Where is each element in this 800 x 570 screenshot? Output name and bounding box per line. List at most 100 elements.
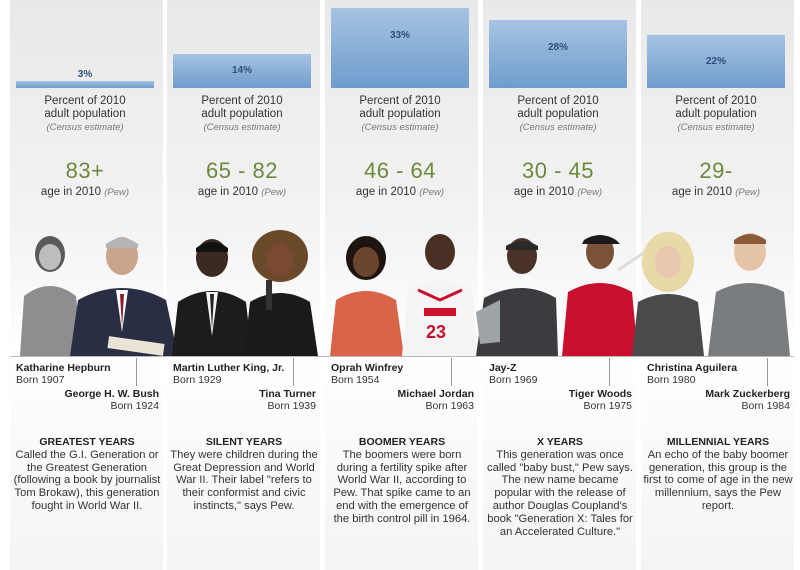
- generation-column-0: 3% Percent of 2010 adult population (Census…: [10, 0, 163, 570]
- age-note-text: age in 2010: [671, 186, 733, 198]
- age-caption: age in 2010 (Pew): [641, 186, 791, 198]
- generation-description: GREATEST YEARS Called the G.I. Generation…: [12, 436, 162, 513]
- person-a-born: Born 1907: [16, 374, 65, 386]
- percent-caption: Percent of 2010 adult population (Census e…: [483, 95, 633, 134]
- portrait-winfrey: [326, 234, 408, 356]
- percent-caption: Percent of 2010 adult population (Census e…: [10, 95, 160, 134]
- age-caption: age in 2010 (Pew): [10, 186, 160, 198]
- pew-note: (Pew): [104, 187, 130, 198]
- bar-value-label: 22%: [705, 55, 726, 67]
- bar-value-label: 3%: [77, 69, 93, 80]
- generation-column-1: 14% Percent of 2010 adult population (Censu…: [167, 0, 320, 570]
- percent-caption: Percent of 2010 adult population (Census e…: [167, 95, 317, 134]
- census-note: (Census estimate): [203, 122, 281, 133]
- bar-value-label: 28%: [547, 42, 568, 53]
- percent-line-2: adult population: [675, 108, 757, 120]
- percent-caption: Percent of 2010 adult population (Census e…: [641, 95, 791, 134]
- portrait-turner: [236, 228, 322, 356]
- name-block: Jay-Z Born 1969 Tiger Woods Born 1975: [483, 356, 638, 416]
- percent-line-2: adult population: [359, 108, 441, 120]
- age-caption: age in 2010 (Pew): [325, 186, 475, 198]
- census-note: (Census estimate): [519, 122, 597, 133]
- census-note: (Census estimate): [677, 122, 755, 133]
- name-block: Katharine Hepburn Born 1907 George H. W. B…: [10, 356, 165, 416]
- age-note-text: age in 2010: [40, 186, 102, 198]
- generation-title: MILLENNIAL YEARS: [666, 436, 770, 448]
- population-bar: [331, 8, 469, 88]
- population-bar: [647, 35, 785, 88]
- population-bar: [489, 20, 627, 88]
- age-note-text: age in 2010: [197, 186, 259, 198]
- age-range: 46 - 64: [364, 158, 436, 183]
- generation-description: SILENT YEARS They were children during th…: [169, 436, 319, 513]
- leader-line: [609, 358, 610, 386]
- percent-line-1: Percent of 2010: [44, 95, 126, 107]
- pew-note: (Pew): [419, 187, 445, 198]
- portrait-jayz: [470, 232, 560, 356]
- leader-line: [293, 358, 294, 386]
- person-b-name: Mark Zuckerberg: [705, 388, 790, 400]
- age-caption: age in 2010 (Pew): [483, 186, 633, 198]
- person-b-name: Michael Jordan: [397, 388, 474, 400]
- portrait-zuckerberg: [706, 228, 792, 356]
- age-note-text: age in 2010: [355, 186, 417, 198]
- person-a-name: Christina Aguilera: [647, 362, 738, 374]
- generation-description: X YEARS This generation was once called "…: [485, 436, 635, 538]
- percent-line-2: adult population: [517, 108, 599, 120]
- percent-line-1: Percent of 2010: [675, 95, 757, 107]
- generation-title: BOOMER YEARS: [358, 436, 446, 448]
- portrait-bush: [66, 232, 182, 356]
- person-b-name: Tina Turner: [259, 388, 316, 400]
- person-a-name: Oprah Winfrey: [331, 362, 404, 374]
- bar-value-label: 33%: [389, 30, 410, 41]
- generation-title: GREATEST YEARS: [39, 436, 135, 448]
- generation-text: Called the G.I. Generation or the Greate…: [13, 448, 161, 512]
- generation-text: The boomers were born during a fertility…: [333, 448, 471, 525]
- person-b-name: George H. W. Bush: [64, 388, 159, 400]
- person-a-name: Katharine Hepburn: [16, 362, 111, 374]
- percent-line-1: Percent of 2010: [517, 95, 599, 107]
- portrait-hepburn: [14, 234, 86, 356]
- percent-line-2: adult population: [44, 108, 126, 120]
- person-a-name: Martin Luther King, Jr.: [173, 362, 285, 374]
- svg-text:23: 23: [426, 322, 446, 342]
- portrait-jordan: 23: [398, 228, 482, 356]
- person-b-name: Tiger Woods: [568, 388, 632, 400]
- person-b-born: Born 1975: [583, 400, 632, 412]
- baseline-divider: [10, 356, 794, 357]
- age-range: 83+: [65, 158, 105, 183]
- age-range: 65 - 82: [206, 158, 278, 183]
- leader-line: [451, 358, 452, 386]
- person-a-born: Born 1954: [331, 374, 380, 386]
- generation-title: X YEARS: [537, 436, 583, 448]
- person-b-born: Born 1963: [425, 400, 474, 412]
- age-caption: age in 2010 (Pew): [167, 186, 317, 198]
- person-a-born: Born 1980: [647, 374, 696, 386]
- portrait-king: [170, 232, 254, 356]
- bar-value-label: 14%: [231, 65, 252, 76]
- person-b-born: Born 1984: [741, 400, 790, 412]
- portrait-aguilera: [624, 232, 712, 356]
- pew-note: (Pew): [735, 187, 761, 198]
- portrait-woods: [558, 230, 648, 356]
- person-b-born: Born 1924: [110, 400, 159, 412]
- percent-caption: Percent of 2010 adult population (Census e…: [325, 95, 475, 134]
- generation-text: An echo of the baby boomer generation, t…: [643, 448, 793, 512]
- person-a-name: Jay-Z: [489, 362, 517, 374]
- percent-line-1: Percent of 2010: [359, 95, 441, 107]
- generation-title: SILENT YEARS: [205, 436, 283, 448]
- census-note: (Census estimate): [361, 122, 439, 133]
- person-b-born: Born 1939: [267, 400, 316, 412]
- generation-description: MILLENNIAL YEARS An echo of the baby boom…: [643, 436, 793, 513]
- generation-text: This generation was once called "baby bu…: [487, 448, 633, 538]
- generation-description: BOOMER YEARS The boomers were born during…: [327, 436, 477, 526]
- portrait-strip: 23: [0, 228, 800, 356]
- population-bar: [173, 54, 311, 88]
- percent-line-1: Percent of 2010: [201, 95, 283, 107]
- age-note-text: age in 2010: [513, 186, 575, 198]
- name-block: Christina Aguilera Born 1980 Mark Zuckerbe…: [641, 356, 796, 416]
- age-range: 30 - 45: [522, 158, 594, 183]
- leader-line: [767, 358, 768, 386]
- leader-line: [136, 358, 137, 386]
